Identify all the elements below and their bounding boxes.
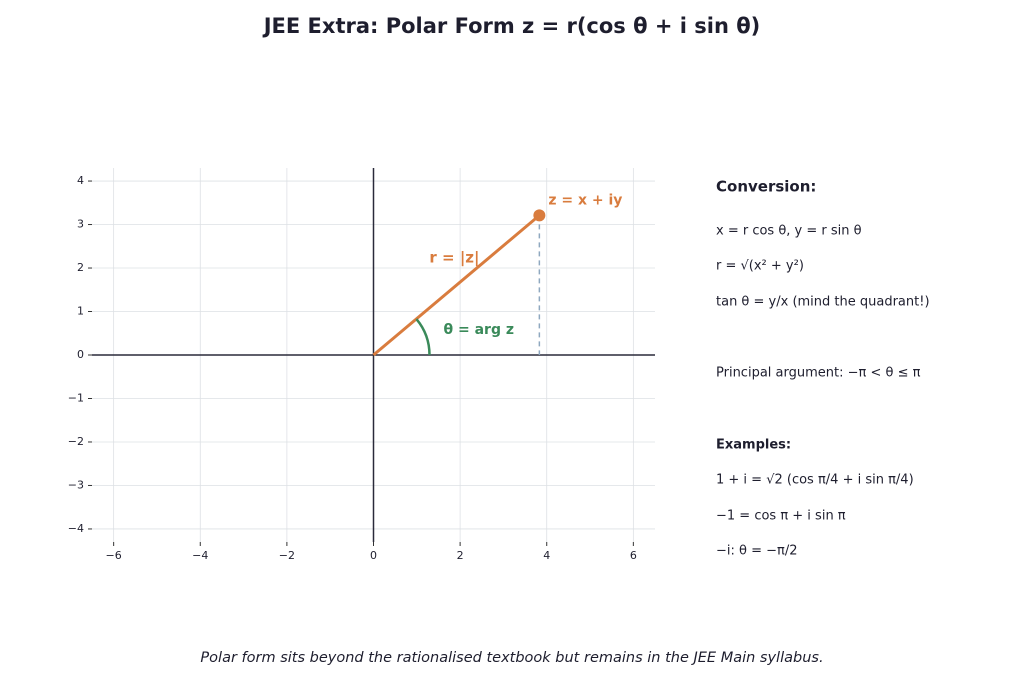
vector [372,214,541,357]
footnote: Polar form sits beyond the rationalised … [200,650,823,666]
x-tick-label: −6 [106,549,122,562]
point-label: z = x + iy [548,192,622,208]
panel-line: x = r cos θ, y = r sin θ [716,224,862,239]
y-tick-label: 4 [77,174,84,187]
example: −i: θ = −π/2 [716,544,798,559]
y-tick-label: −3 [68,478,84,491]
panel-line: r = √(x² + y²) [716,259,804,274]
y-tick-label: 2 [77,261,84,274]
y-tick-label: −2 [68,435,84,448]
panel-heading: Conversion: [716,178,816,196]
y-tick-label: −1 [68,391,84,404]
radius-label: r = |z| [429,249,479,268]
x-tick-label: 2 [457,549,464,562]
x-tick-label: 4 [543,549,550,562]
examples-heading: Examples: [716,438,791,453]
y-tick-label: 1 [77,305,84,318]
chart-title: JEE Extra: Polar Form z = r(cos θ + i si… [262,14,761,38]
example: 1 + i = √2 (cos π/4 + i sin π/4) [716,473,914,488]
point [533,209,546,222]
y-tick-label: 0 [77,348,84,361]
x-tick-label: 0 [370,549,377,562]
angle-label: θ = arg z [444,322,515,338]
y-tick-label: −4 [68,522,84,535]
angle-arc [415,318,431,356]
panel-line: tan θ = y/x (mind the quadrant!) [716,295,930,310]
example: −1 = cos π + i sin π [716,509,846,524]
x-tick-label: 6 [630,549,637,562]
panel-principal: Principal argument: −π < θ ≤ π [716,366,921,381]
y-tick-label: 3 [77,218,84,231]
x-tick-label: −4 [192,549,208,562]
x-tick-label: −2 [279,549,295,562]
